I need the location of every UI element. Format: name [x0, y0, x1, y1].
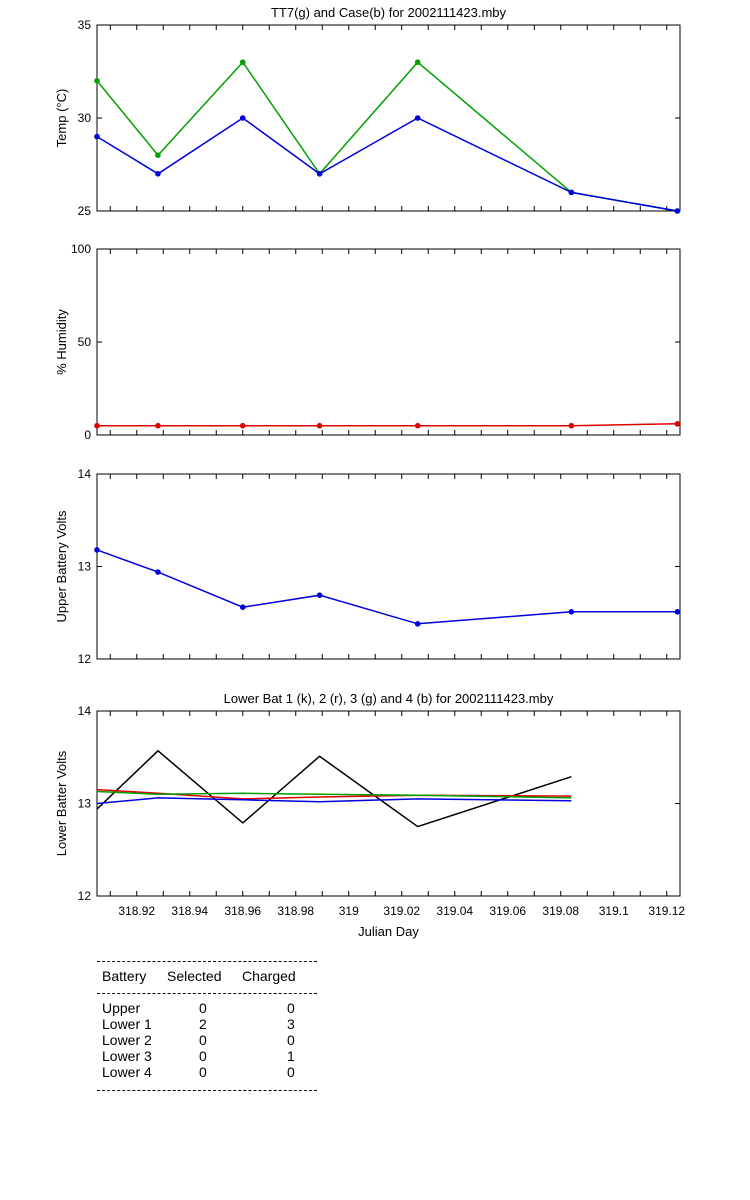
- y-tick-label: 12: [78, 652, 92, 666]
- data-point: [94, 78, 100, 84]
- x-tick-label: 319: [339, 904, 359, 918]
- battery-name: Lower 1: [102, 1016, 152, 1032]
- data-point: [674, 208, 681, 214]
- data-point: [94, 422, 100, 429]
- table-divider-top: [97, 961, 317, 962]
- series-line: [96, 797, 572, 805]
- charged-count: 3: [287, 1016, 295, 1032]
- chart-title: TT7(g) and Case(b) for 2002111423.mby: [271, 5, 507, 20]
- table-row: Upper 0 0: [97, 1000, 317, 1016]
- data-point: [674, 421, 681, 427]
- data-point: [94, 547, 100, 553]
- data-point: [568, 189, 575, 196]
- y-tick-label: 0: [84, 428, 91, 442]
- battery-name: Lower 3: [102, 1048, 152, 1064]
- x-axis-label: Julian Day: [358, 924, 419, 939]
- charged-count: 0: [287, 1064, 295, 1080]
- x-tick-label: 319.08: [542, 904, 579, 918]
- data-point: [239, 115, 246, 121]
- x-tick-label: 318.92: [118, 904, 155, 918]
- y-tick-label: 13: [78, 797, 92, 811]
- chart-area: 25 30 35 TT7(g) and Case(b) for 2002111423.…: [54, 5, 685, 939]
- data-point: [316, 171, 323, 177]
- battery-name: Lower 2: [102, 1032, 152, 1048]
- y-tick-label: 25: [78, 204, 92, 218]
- data-point: [155, 569, 161, 575]
- data-point: [155, 171, 161, 177]
- y-axis-label: % Humidity: [54, 309, 69, 375]
- x-tick-label: 319.06: [489, 904, 526, 918]
- series-line: [96, 60, 678, 212]
- x-tick-label: 319.1: [599, 904, 629, 918]
- data-point: [239, 422, 246, 429]
- data-point: [94, 133, 100, 140]
- data-point: [155, 422, 161, 429]
- data-point: [414, 621, 421, 627]
- y-tick-label: 30: [78, 111, 92, 125]
- data-point: [414, 115, 421, 121]
- series-line: [96, 790, 572, 799]
- x-tick-label: 318.98: [277, 904, 314, 918]
- battery-table: Battery Selected Charged Upper 0 0 Lower…: [97, 961, 317, 1091]
- y-axis-label: Upper Battery Volts: [54, 510, 69, 622]
- y-axis-label: Temp (°C): [54, 89, 69, 148]
- selected-count: 2: [199, 1016, 207, 1032]
- table-row: Lower 3 0 1: [97, 1048, 317, 1064]
- selected-count: 0: [199, 1032, 207, 1048]
- data-point: [239, 604, 246, 610]
- plot-frame: [96, 473, 681, 660]
- y-tick-label: 14: [78, 704, 92, 718]
- table-header-row: Battery Selected Charged: [97, 968, 317, 984]
- y-tick-label: 50: [78, 335, 92, 349]
- data-point: [414, 422, 421, 429]
- table-row: Lower 1 2 3: [97, 1016, 317, 1032]
- x-tick-label: 318.96: [224, 904, 261, 918]
- y-tick-label: 100: [71, 242, 91, 256]
- data-point: [674, 609, 681, 615]
- data-point: [568, 422, 575, 429]
- battery-name: Upper: [102, 1000, 141, 1016]
- plot-frame: [96, 24, 681, 212]
- header-selected: Selected: [167, 968, 222, 984]
- battery-name: Lower 4: [102, 1064, 152, 1080]
- data-point: [316, 592, 323, 598]
- header-battery: Battery: [102, 968, 147, 984]
- data-point: [239, 59, 246, 65]
- charged-count: 0: [287, 1032, 295, 1048]
- charged-count: 0: [287, 1000, 295, 1016]
- y-tick-label: 14: [78, 467, 92, 481]
- series-line: [97, 423, 678, 427]
- chart-title: Lower Bat 1 (k), 2 (r), 3 (g) and 4 (b) …: [224, 691, 554, 706]
- x-tick-label: 319.04: [436, 904, 473, 918]
- data-point: [414, 59, 421, 65]
- data-point: [568, 609, 575, 615]
- y-tick-label: 13: [78, 560, 92, 574]
- header-charged: Charged: [242, 968, 296, 984]
- y-tick-label: 35: [78, 18, 92, 32]
- data-point: [155, 152, 161, 158]
- series-line: [96, 749, 572, 828]
- table-row: Lower 2 0 0: [97, 1032, 317, 1048]
- series-line: [96, 549, 678, 625]
- x-tick-label: 319.12: [648, 904, 685, 918]
- data-point: [316, 422, 323, 429]
- y-tick-label: 12: [78, 889, 92, 903]
- selected-count: 0: [199, 1048, 207, 1064]
- table-divider-middle: [97, 993, 317, 994]
- table-row: Lower 4 0 0: [97, 1064, 317, 1080]
- table-divider-bottom: [97, 1090, 317, 1091]
- x-tick-label: 319.02: [383, 904, 420, 918]
- x-tick-label: 318.94: [171, 904, 208, 918]
- plot-frame: [96, 248, 681, 436]
- selected-count: 0: [199, 1000, 207, 1016]
- y-axis-label: Lower Batter Volts: [54, 750, 69, 856]
- selected-count: 0: [199, 1064, 207, 1080]
- plot-frame: [96, 710, 681, 897]
- series-line: [96, 117, 678, 212]
- charged-count: 1: [287, 1048, 295, 1064]
